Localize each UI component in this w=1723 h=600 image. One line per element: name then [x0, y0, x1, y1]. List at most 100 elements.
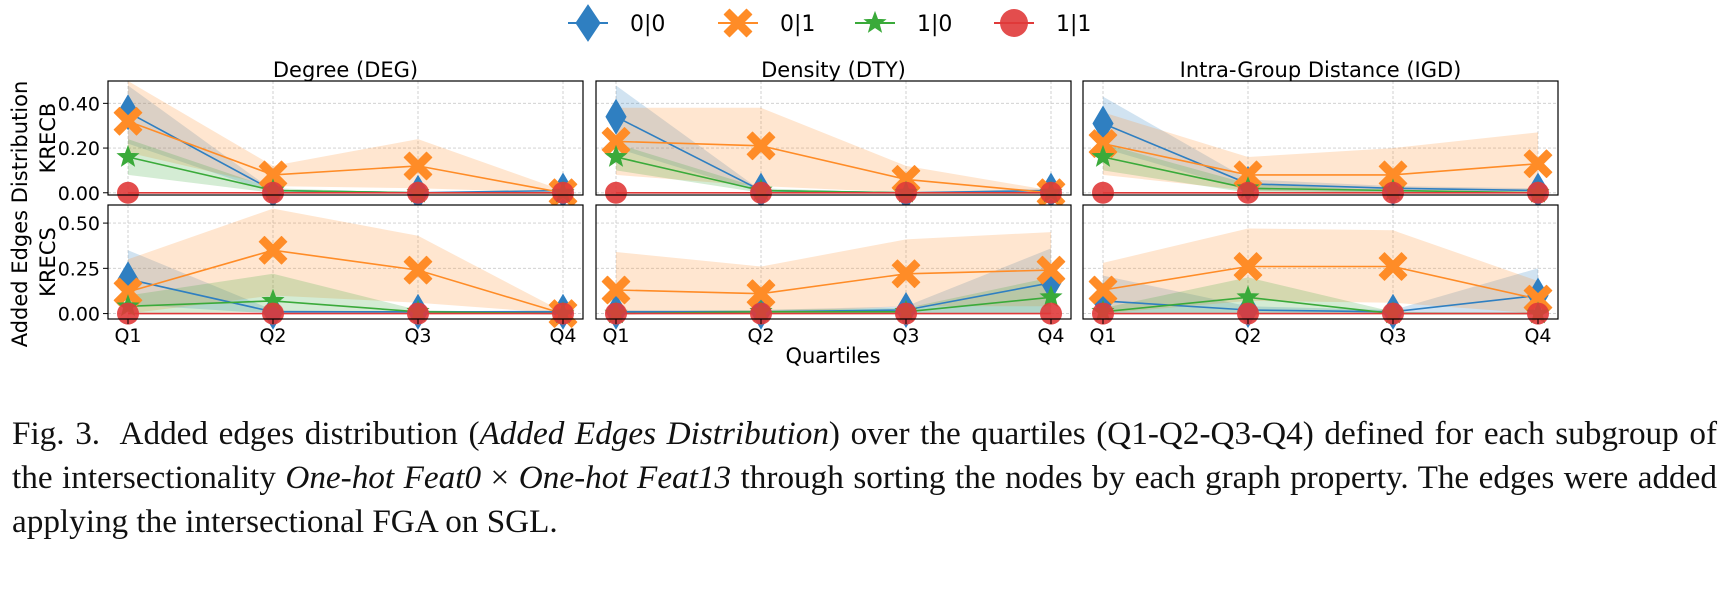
panel-frame	[107, 80, 584, 196]
x-tick-label: Q2	[1234, 325, 1261, 347]
data-point-1-0-q1	[604, 144, 628, 167]
legend-label: 1|1	[1056, 12, 1091, 37]
legend-label: 0|1	[780, 12, 815, 37]
legend-marker-x	[723, 8, 753, 38]
panel-background	[596, 81, 1071, 195]
series-line-1-0	[1102, 156, 1539, 194]
x-tick-label: Q3	[1379, 325, 1406, 347]
data-point-1-1-q3	[895, 181, 917, 204]
data-point-0-1-q3	[403, 151, 433, 181]
x-tick-label: Q4	[1037, 325, 1064, 347]
data-point-0-1-q1	[113, 106, 143, 136]
data-point-1-1-q3	[407, 181, 429, 204]
data-point-0-1-q3	[891, 259, 921, 289]
panel-background	[1083, 81, 1558, 195]
legend-marker-star	[863, 10, 887, 33]
data-point-0-1-q1	[601, 275, 631, 305]
data-point-0-1-q2	[1233, 252, 1263, 281]
data-point-1-1-q2	[750, 181, 772, 204]
legend-item-1-0: 1|0	[855, 10, 952, 37]
y-tick-label: 0.20	[58, 138, 100, 160]
panel-krecb-density-dty	[595, 80, 1072, 211]
x-tick-label: Q1	[114, 325, 141, 347]
figure: 0|0 0|1 1|0 1|1 Added Edges Distribution De…	[8, 4, 1559, 368]
caption-italic-3: One-hot Feat13	[518, 459, 732, 496]
panel-frame	[595, 204, 1072, 320]
data-point-1-1-q1	[117, 181, 139, 204]
x-tick-label: Q2	[259, 325, 286, 347]
caption-text-2: ) over the quartiles (Q1-Q2-Q3-Q4) defin…	[12, 415, 1718, 496]
panel-background	[1083, 205, 1558, 319]
data-point-1-0-q4	[1039, 285, 1063, 308]
x-tick-label: Q3	[404, 325, 431, 347]
caption-fig-label: Fig. 3.	[12, 415, 101, 452]
y-tick-label: 0.25	[58, 258, 100, 280]
data-point-0-0-q1	[605, 98, 627, 135]
series-line-0-1	[615, 269, 1052, 295]
data-point-0-1-q2	[746, 131, 776, 161]
legend-item-1-1: 1|1	[994, 9, 1091, 37]
caption-text-3: ×	[481, 459, 519, 496]
panel-frame	[1082, 80, 1559, 196]
panel-title-density-dty: Density (DTY)	[761, 58, 906, 82]
y-tick-label: 0.50	[58, 213, 100, 235]
x-tick-label: Q4	[1524, 325, 1551, 347]
confidence-band-0-0	[1103, 268, 1538, 314]
legend-marker-diamond	[575, 4, 601, 42]
data-point-1-1-q3	[1382, 181, 1404, 204]
row-label-krecb: KRECB	[36, 103, 60, 174]
confidence-band-0-0	[616, 248, 1051, 314]
panel-frame	[1082, 204, 1559, 320]
panel-background	[596, 205, 1071, 319]
legend-label: 0|0	[630, 12, 665, 37]
data-point-0-1-q4	[1036, 255, 1066, 285]
y-axis-label: Added Edges Distribution	[8, 81, 32, 348]
confidence-band-0-0	[616, 85, 1051, 193]
caption-italic-1: Added Edges Distribution	[479, 415, 829, 452]
data-point-0-1-q2	[258, 235, 288, 265]
data-point-1-1-q1	[1092, 181, 1114, 204]
caption-italic-2: One-hot Feat0	[285, 459, 482, 496]
confidence-band-1-0	[1103, 277, 1538, 314]
series-line-0-0	[127, 278, 563, 313]
data-point-1-1-q4	[1040, 181, 1062, 204]
confidence-band-1-0	[128, 139, 563, 193]
figure-caption: Fig. 3. Added edges distribution (Added …	[12, 412, 1717, 544]
data-point-1-0-q1	[116, 144, 140, 167]
series-line-0-0	[1102, 122, 1539, 192]
confidence-band-0-1	[128, 81, 563, 193]
series-line-1-0	[127, 300, 564, 315]
panel-background	[108, 205, 583, 319]
panel-frame	[107, 204, 584, 320]
panel-krecs-degree-deg: 0.00 0.25 0.50 Q1 Q2 Q3 Q4	[58, 204, 584, 347]
legend-label: 1|0	[917, 12, 952, 37]
data-point-1-1-q1	[605, 181, 627, 204]
series-line-0-1	[127, 249, 564, 315]
panel-krecb-degree-deg: 0.00 0.20 0.40	[58, 80, 584, 211]
caption-text-4: through sorting the nodes by each graph …	[12, 459, 1717, 540]
data-point-0-1-q1	[1088, 275, 1118, 305]
x-tick-label: Q1	[1089, 325, 1116, 347]
data-point-0-1-q2	[746, 279, 776, 308]
legend: 0|0 0|1 1|0 1|1	[568, 4, 1091, 42]
panel-krecb-intra-group-distance-igd	[1082, 80, 1559, 209]
series-line-0-1	[127, 120, 564, 194]
data-point-1-0-q2	[1236, 285, 1260, 308]
data-point-0-1-q3	[1378, 252, 1408, 281]
data-point-0-1-q4	[1523, 149, 1553, 179]
data-point-1-1-q4	[1527, 181, 1549, 204]
confidence-band-0-1	[1103, 228, 1538, 314]
panel-title-intra-group-distance-igd: Intra-Group Distance (IGD)	[1180, 58, 1462, 82]
confidence-band-0-0	[128, 250, 563, 314]
series-line-1-0	[615, 296, 1052, 315]
confidence-band-0-0	[128, 85, 563, 193]
confidence-band-1-0	[616, 277, 1051, 314]
y-tick-label: 0.00	[58, 304, 100, 326]
confidence-band-1-0	[616, 143, 1051, 193]
y-tick-label: 0.00	[58, 183, 100, 205]
row-label-krecs: KRECS	[36, 227, 60, 297]
legend-marker-circle	[1000, 9, 1028, 37]
series-line-0-1	[1102, 265, 1539, 300]
caption-text-1: Added edges distribution (	[119, 415, 480, 452]
panel-grid: Degree (DEG) Density (DTY) Intra-Group Dis…	[36, 58, 1559, 347]
